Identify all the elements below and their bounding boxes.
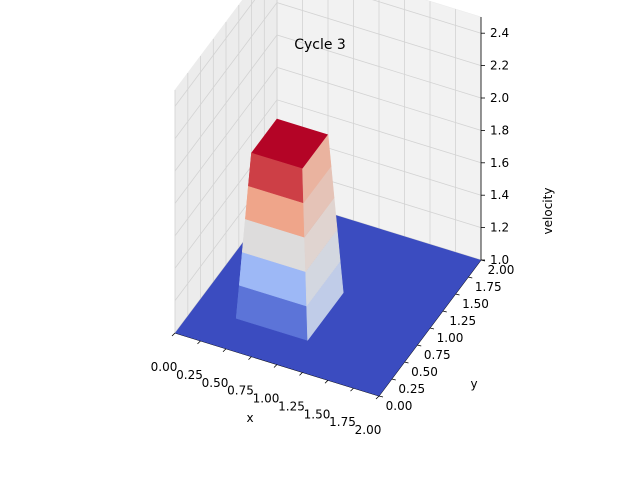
x-tick-label: 1.75: [329, 415, 356, 429]
y-tick-label: 0.50: [411, 365, 438, 379]
z-tick-label: 1.0: [490, 253, 509, 267]
x-tick-mark: [171, 332, 176, 337]
y-tick-label: 1.75: [475, 280, 502, 294]
y-tick-mark: [455, 293, 460, 296]
y-tick-label: 0.25: [398, 382, 425, 396]
y-tick-mark: [417, 344, 422, 347]
x-tick-label: 0.75: [227, 384, 254, 398]
x-tick-mark: [299, 372, 303, 376]
z-tick-label: 1.2: [490, 221, 509, 235]
z-gridline: [174, 66, 482, 204]
z-tick-label: 1.8: [490, 123, 509, 137]
y-tick-mark: [391, 378, 396, 381]
z-tick-label: 1.4: [490, 188, 509, 202]
z-tick-label: 1.6: [490, 156, 509, 170]
x-tick-label: 1.25: [278, 399, 305, 413]
y-tick-mark: [442, 310, 447, 313]
x-tick-mark: [222, 348, 227, 353]
y-tick-mark: [378, 395, 384, 398]
plateau-top: [251, 118, 328, 169]
x-tick-mark: [197, 340, 201, 345]
z-tick-label: 2.4: [490, 26, 509, 40]
z-axis-label: velocity: [541, 188, 555, 235]
y-tick-label: 1.50: [462, 297, 489, 311]
x-tick-label: 1.00: [253, 392, 280, 406]
z-gridline: [174, 34, 482, 172]
z-gridline: [174, 99, 482, 237]
y-tick-label: 2.00: [488, 263, 515, 277]
z-tick-label: 2.2: [490, 59, 509, 73]
y-tick-mark: [404, 361, 409, 364]
y-tick-label: 0.75: [424, 348, 451, 362]
z-tick-label: 2.0: [490, 91, 509, 105]
y-tick-mark: [468, 276, 473, 279]
y-tick-label: 1.25: [449, 314, 476, 328]
x-tick-mark: [273, 364, 278, 368]
x-tick-mark: [248, 356, 252, 360]
x-tick-label: 0.50: [202, 376, 229, 390]
x-tick-mark: [350, 387, 354, 392]
y-axis-label: y: [470, 377, 477, 391]
y-tick-label: 1.00: [437, 331, 464, 345]
tick-labels: 0.000.250.500.751.001.251.501.752.000.00…: [151, 26, 515, 437]
chart-title: Cycle 3: [294, 37, 346, 53]
x-tick-label: 0.25: [176, 368, 203, 382]
x-axis-label: x: [246, 411, 253, 425]
y-tick-mark: [429, 327, 435, 330]
x-tick-label: 2.00: [355, 423, 382, 437]
z-gridline: [174, 2, 482, 139]
z-gridline: [174, 0, 482, 107]
x-tick-mark: [375, 395, 380, 400]
x-tick-label: 1.50: [304, 407, 331, 421]
x-tick-label: 0.00: [151, 360, 178, 374]
x-tick-mark: [324, 379, 329, 384]
y-tick-label: 0.00: [386, 399, 413, 413]
velocity-surface: [175, 118, 481, 396]
